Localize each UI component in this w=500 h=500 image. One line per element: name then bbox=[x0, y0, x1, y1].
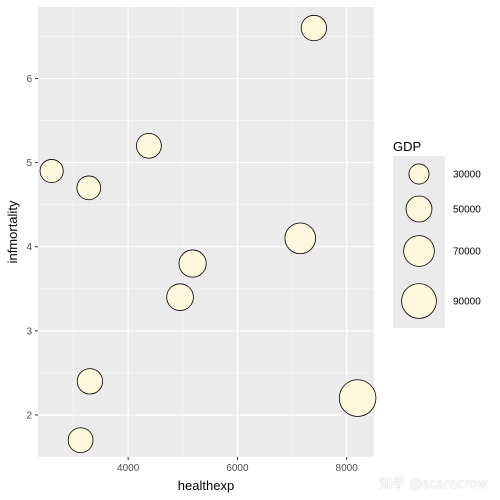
data-point bbox=[39, 159, 64, 184]
legend-key-circle bbox=[408, 163, 430, 185]
y-tick-label: 2 bbox=[26, 410, 32, 421]
legend-label: 90000 bbox=[453, 297, 481, 308]
legend-label: 70000 bbox=[453, 247, 481, 258]
data-point bbox=[166, 283, 194, 311]
data-point bbox=[76, 368, 104, 395]
x-axis-ticks: 4000 6000 8000 bbox=[117, 457, 358, 474]
legend-label: 50000 bbox=[453, 205, 481, 216]
x-tick-label: 8000 bbox=[336, 463, 359, 474]
y-tick-label: 3 bbox=[26, 326, 32, 337]
y-tick-label: 5 bbox=[26, 158, 32, 169]
legend-key-circle bbox=[403, 235, 435, 267]
legend-title: GDP bbox=[393, 139, 421, 154]
y-tick-label: 6 bbox=[26, 74, 32, 85]
legend: GDP 30000 50000 70000 90000 bbox=[393, 139, 481, 328]
watermark: 知乎 @scarecrow bbox=[379, 477, 488, 492]
x-tick-label: 4000 bbox=[117, 463, 140, 474]
x-tick-label: 6000 bbox=[226, 463, 249, 474]
data-point bbox=[178, 249, 207, 278]
data-points bbox=[39, 14, 377, 454]
data-point bbox=[76, 175, 102, 201]
legend-key-circle bbox=[401, 283, 437, 319]
data-point bbox=[284, 222, 316, 255]
y-tick-label: 4 bbox=[26, 242, 32, 253]
legend-key-circle bbox=[405, 195, 433, 223]
data-point bbox=[136, 132, 162, 159]
data-point bbox=[67, 427, 94, 454]
x-axis-title: healthexp bbox=[178, 478, 234, 493]
legend-label: 30000 bbox=[453, 170, 481, 181]
legend-keys: 30000 50000 70000 90000 bbox=[401, 163, 481, 319]
data-point bbox=[338, 379, 377, 417]
major-gridlines bbox=[38, 7, 374, 457]
y-axis-ticks: 2 3 4 5 6 bbox=[26, 74, 38, 421]
data-point bbox=[300, 14, 328, 42]
y-axis-title: infmortality bbox=[5, 200, 20, 263]
